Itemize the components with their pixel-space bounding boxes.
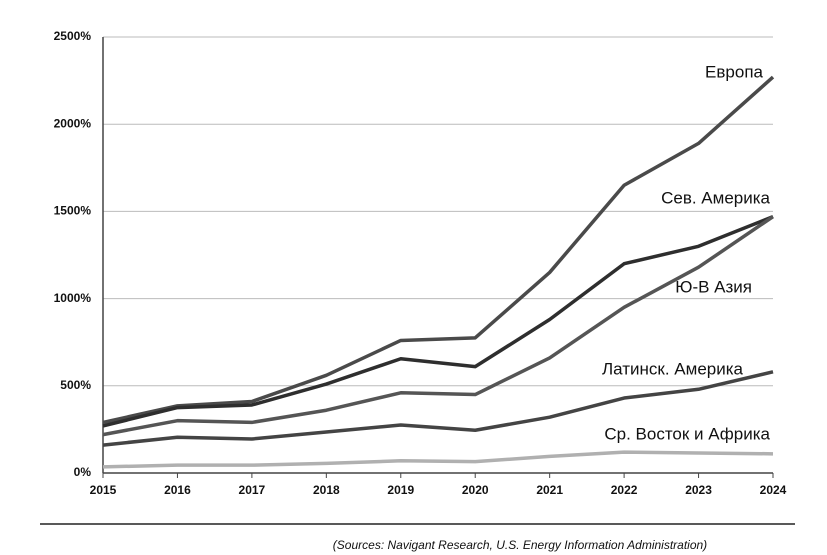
y-tick-label: 2000% — [54, 116, 92, 130]
series-label: Ср. Восток и Африка — [604, 424, 770, 443]
series-label: Сев. Америка — [661, 188, 770, 207]
y-tick-label: 2500% — [54, 29, 92, 43]
y-tick-label: 0% — [74, 465, 92, 479]
series-label: Латинск. Америка — [602, 359, 744, 378]
y-tick-label: 500% — [60, 378, 91, 392]
x-tick-label: 2015 — [90, 483, 117, 497]
series-line — [102, 215, 774, 437]
series-line — [102, 450, 774, 469]
series-label: Европа — [705, 62, 763, 81]
source: (Sources: Navigant Research, U.S. Energy… — [333, 538, 707, 552]
x-tick-label: 2017 — [239, 483, 266, 497]
series-line — [102, 215, 774, 428]
y-tick-label: 1000% — [54, 291, 92, 305]
x-tick-label: 2019 — [387, 483, 414, 497]
x-tick-label: 2021 — [536, 483, 563, 497]
series-line — [102, 370, 774, 447]
x-tick-label: 2022 — [611, 483, 638, 497]
x-tick-label: 2020 — [462, 483, 489, 497]
series-label: Ю-В Азия — [675, 277, 752, 296]
x-tick-label: 2024 — [760, 483, 787, 497]
x-tick-label: 2016 — [164, 483, 191, 497]
x-tick-label: 2018 — [313, 483, 340, 497]
series-line — [102, 75, 775, 425]
x-tick-label: 2023 — [685, 483, 712, 497]
y-tick-label: 1500% — [54, 204, 92, 218]
